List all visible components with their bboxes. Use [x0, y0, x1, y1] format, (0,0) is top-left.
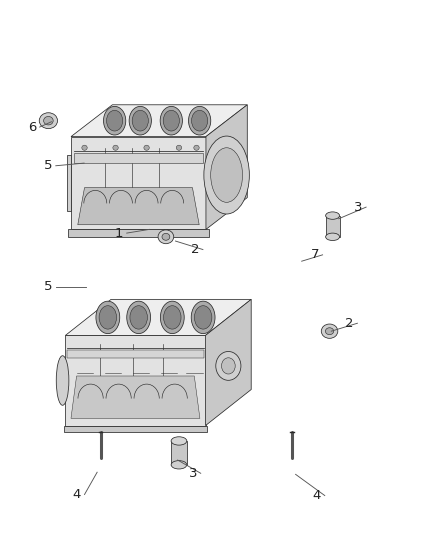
- Ellipse shape: [160, 301, 184, 334]
- Polygon shape: [71, 376, 200, 418]
- Ellipse shape: [325, 328, 334, 335]
- Ellipse shape: [163, 306, 181, 329]
- Ellipse shape: [96, 301, 120, 334]
- Text: 5: 5: [44, 280, 52, 293]
- Polygon shape: [65, 335, 205, 425]
- Bar: [74, 154, 203, 163]
- Text: 6: 6: [28, 120, 36, 134]
- Text: 4: 4: [73, 488, 81, 501]
- Ellipse shape: [188, 107, 211, 135]
- Ellipse shape: [171, 437, 187, 445]
- Ellipse shape: [321, 324, 338, 338]
- Polygon shape: [71, 136, 206, 229]
- Ellipse shape: [44, 116, 53, 125]
- Ellipse shape: [39, 113, 57, 128]
- Polygon shape: [71, 105, 247, 136]
- Ellipse shape: [162, 233, 170, 240]
- Bar: [325, 216, 339, 237]
- Ellipse shape: [325, 212, 339, 219]
- Ellipse shape: [191, 301, 215, 334]
- Text: 2: 2: [345, 317, 354, 330]
- Ellipse shape: [129, 107, 152, 135]
- Text: 7: 7: [311, 248, 319, 261]
- Ellipse shape: [130, 306, 148, 329]
- Ellipse shape: [106, 110, 123, 131]
- Text: 3: 3: [354, 200, 363, 214]
- Ellipse shape: [194, 306, 212, 329]
- Polygon shape: [68, 229, 208, 237]
- Polygon shape: [65, 300, 251, 335]
- Ellipse shape: [163, 110, 180, 131]
- Text: 1: 1: [115, 227, 123, 240]
- Ellipse shape: [194, 145, 199, 150]
- Ellipse shape: [113, 145, 118, 150]
- Ellipse shape: [211, 148, 243, 203]
- Bar: [171, 441, 187, 465]
- Ellipse shape: [99, 306, 117, 329]
- Bar: [67, 350, 204, 358]
- Text: 2: 2: [191, 243, 199, 256]
- Ellipse shape: [132, 110, 148, 131]
- Ellipse shape: [191, 110, 208, 131]
- Ellipse shape: [158, 230, 174, 244]
- Ellipse shape: [82, 145, 87, 150]
- Polygon shape: [205, 300, 251, 425]
- Text: 5: 5: [44, 159, 52, 172]
- Text: 3: 3: [189, 467, 197, 480]
- Ellipse shape: [176, 145, 182, 150]
- Ellipse shape: [216, 351, 241, 381]
- Ellipse shape: [204, 136, 249, 214]
- Text: 4: 4: [313, 489, 321, 502]
- Ellipse shape: [325, 233, 339, 240]
- Ellipse shape: [144, 145, 149, 150]
- Polygon shape: [206, 105, 247, 229]
- Ellipse shape: [222, 358, 235, 374]
- Ellipse shape: [56, 356, 69, 405]
- Ellipse shape: [103, 107, 126, 135]
- Ellipse shape: [171, 461, 187, 469]
- Polygon shape: [64, 425, 207, 432]
- Polygon shape: [78, 188, 199, 225]
- Ellipse shape: [160, 107, 183, 135]
- Polygon shape: [67, 155, 71, 211]
- Ellipse shape: [127, 301, 151, 334]
